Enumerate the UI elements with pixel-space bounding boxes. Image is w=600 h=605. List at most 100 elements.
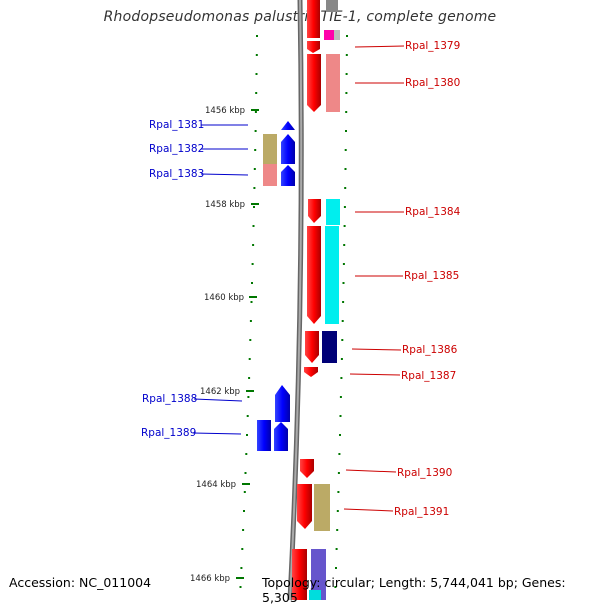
inner-tick [337, 472, 340, 474]
outer-tick [251, 282, 253, 284]
outer-tick [253, 187, 256, 189]
inner-tick [344, 149, 347, 151]
label-rpal-1388[interactable]: Rpal_1388 [142, 393, 197, 405]
inner-tick [339, 415, 342, 417]
outer-tick [240, 567, 243, 569]
inner-tick [346, 35, 348, 37]
genome-summary-text: Topology: circular; Length: 5,744,041 bp… [262, 575, 566, 605]
inner-tick-column [334, 35, 348, 588]
reverse-gene-arrows [257, 121, 295, 451]
inner-tick [340, 377, 343, 379]
inner-tick [339, 434, 341, 436]
label-rpal-1379[interactable]: Rpal_1379 [405, 40, 460, 52]
outer-tick [244, 472, 247, 474]
outer-tick [248, 377, 251, 379]
inner-tick [339, 396, 342, 398]
label-rpal-1387[interactable]: Rpal_1387 [401, 370, 456, 382]
inner-tick [336, 510, 339, 512]
outer-tick [247, 396, 250, 398]
inner-tick [337, 491, 340, 493]
inner-tick [345, 73, 348, 75]
outer-tick [245, 453, 248, 455]
inner-tick [343, 206, 346, 208]
outer-tick [248, 358, 251, 360]
outer-tick [242, 529, 245, 531]
inner-tick [336, 529, 339, 531]
inner-tick [345, 130, 347, 132]
outer-tick [239, 586, 242, 588]
inner-tick [342, 282, 345, 284]
label-rpal-1389[interactable]: Rpal_1389 [141, 427, 196, 439]
outer-tick [246, 415, 249, 417]
outer-tick [255, 92, 258, 94]
gene-arrow-rpal-1390[interactable] [300, 459, 314, 478]
outer-tick [243, 510, 245, 512]
inner-tick [335, 567, 337, 569]
gene-arrow-rpal-1379b[interactable] [307, 41, 320, 53]
inner-tick [345, 111, 348, 113]
scale-label-1464: 1464 kbp [196, 480, 236, 490]
outer-feature-strips [263, 0, 340, 600]
gene-arrow-rpal-1389a[interactable] [257, 420, 271, 451]
label-rpal-1381[interactable]: Rpal_1381 [149, 119, 204, 131]
inner-tick [344, 168, 347, 170]
inner-tick [342, 301, 345, 303]
inner-tick [335, 548, 338, 550]
reverse-gene-labels: Rpal_1381 Rpal_1382 Rpal_1383 Rpal_1388 … [141, 119, 249, 439]
label-rpal-1386[interactable]: Rpal_1386 [402, 344, 458, 356]
gene-arrow-rpal-1380[interactable] [307, 54, 321, 112]
gene-arrow-rpal-1381[interactable] [281, 121, 295, 130]
outer-tick [252, 225, 255, 227]
gene-arrow-rpal-1382[interactable] [281, 134, 295, 164]
label-rpal-1382[interactable]: Rpal_1382 [149, 143, 204, 155]
outer-tick [243, 491, 246, 493]
outer-tick [256, 35, 258, 37]
gene-arrow-rpal-1383[interactable] [281, 165, 295, 186]
label-rpal-1390[interactable]: Rpal_1390 [397, 467, 452, 479]
outer-tick [255, 73, 258, 75]
forward-gene-labels: Rpal_1379 Rpal_1380 Rpal_1384 Rpal_1385 … [343, 40, 461, 518]
inner-tick [345, 92, 348, 94]
scale-label-1466: 1466 kbp [190, 574, 230, 584]
outer-tick [250, 301, 253, 303]
outer-tick [241, 548, 244, 550]
outer-tick-column [239, 35, 258, 588]
inner-tick [341, 339, 344, 341]
gene-arrow-rpal-1387[interactable] [304, 367, 318, 377]
outer-tick [249, 320, 252, 322]
inner-tick [343, 225, 346, 227]
outer-tick [251, 263, 254, 265]
inner-tick [341, 320, 344, 322]
outer-tick [249, 339, 252, 341]
gene-arrow-rpal-1389b[interactable] [274, 422, 288, 451]
gene-arrow-rpal-1391[interactable] [297, 484, 312, 529]
outer-tick [246, 434, 248, 436]
label-rpal-1384[interactable]: Rpal_1384 [405, 206, 461, 218]
accession-text: Accession: NC_011004 [9, 575, 152, 590]
label-rpal-1380[interactable]: Rpal_1380 [405, 77, 460, 89]
label-rpal-1383[interactable]: Rpal_1383 [149, 168, 204, 180]
outer-tick [254, 149, 257, 151]
outer-tick [253, 206, 255, 208]
outer-tick [255, 54, 258, 56]
gene-arrow-next[interactable] [292, 549, 307, 600]
inner-tick [340, 358, 343, 360]
scale-label-1462: 1462 kbp [200, 387, 240, 397]
scale-label-1460: 1460 kbp [204, 293, 244, 303]
gene-arrow-rpal-1384[interactable] [308, 199, 321, 223]
outer-tick [254, 130, 257, 132]
scale-label-1458: 1458 kbp [205, 200, 245, 210]
gene-arrow-rpal-1388[interactable] [275, 385, 290, 422]
gene-arrow-rpal-1385[interactable] [307, 226, 321, 324]
inner-tick [345, 54, 348, 56]
scale-label-1456: 1456 kbp [205, 106, 245, 116]
outer-tick [252, 244, 255, 246]
outer-tick [253, 168, 256, 170]
label-rpal-1385[interactable]: Rpal_1385 [404, 270, 459, 282]
inner-tick [338, 453, 341, 455]
gene-arrow-rpal-1379[interactable] [307, 0, 320, 38]
outer-tick [254, 111, 257, 113]
label-rpal-1391[interactable]: Rpal_1391 [394, 506, 449, 518]
gene-arrow-rpal-1386[interactable] [305, 331, 319, 363]
